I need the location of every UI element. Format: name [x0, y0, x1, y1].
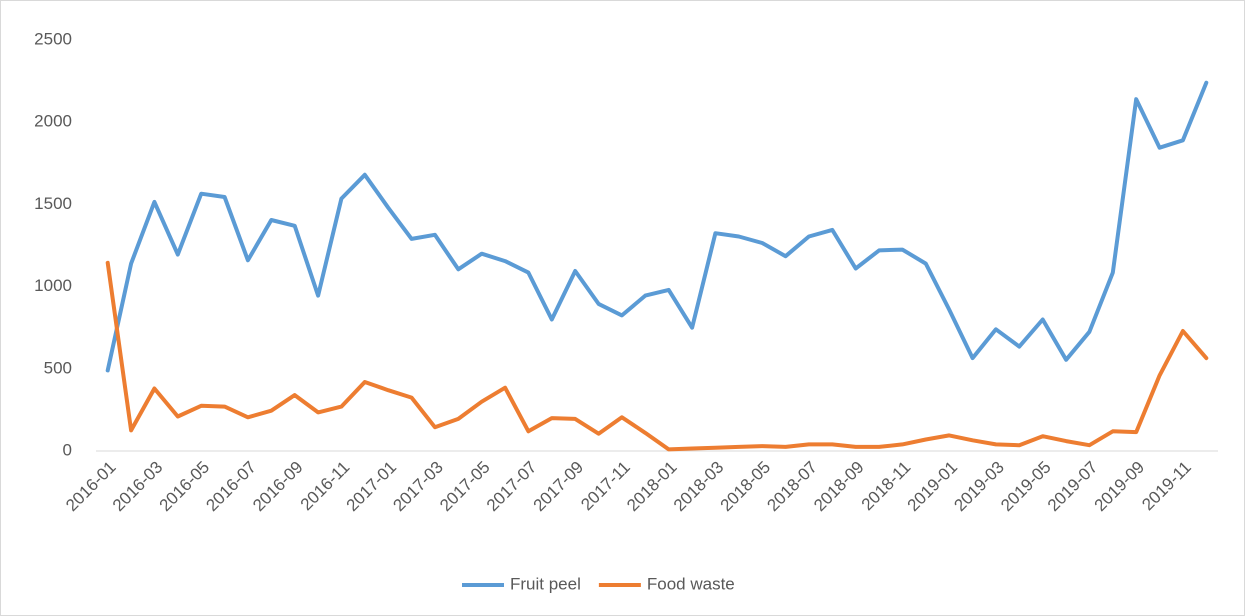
- y-tick-label: 2000: [34, 112, 72, 131]
- legend-label: Fruit peel: [510, 574, 581, 593]
- y-tick-label: 1000: [34, 276, 72, 295]
- y-tick-label: 2500: [34, 29, 72, 48]
- y-tick-label: 500: [44, 358, 72, 377]
- line-series: [105, 80, 1209, 373]
- line-series: [105, 260, 1209, 452]
- legend-label: Food waste: [647, 574, 735, 593]
- y-tick-label: 0: [63, 440, 72, 459]
- y-tick-label: 1500: [34, 194, 72, 213]
